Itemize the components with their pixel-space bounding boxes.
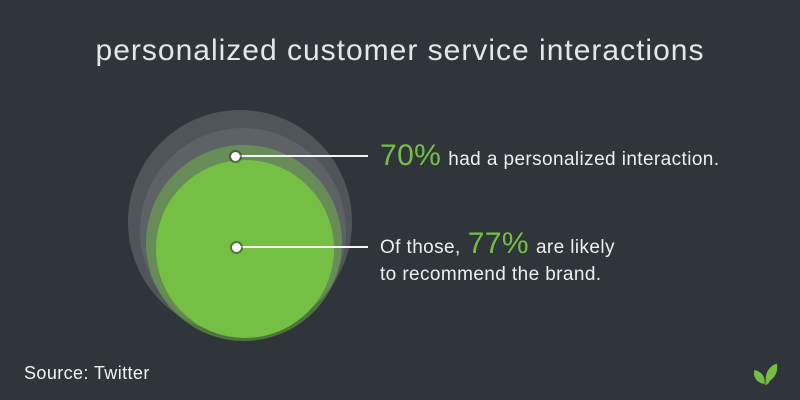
callout-dot-77 [232,243,241,252]
callout-70: 70% had a personalized interaction. [380,136,719,175]
callout-77-line1: Of those, 77% are likely [380,224,615,263]
sprout-logo-icon [754,363,778,386]
source-attribution: Source: Twitter [24,363,150,383]
callout-77-suffix: are likely [535,237,615,258]
callout-77-value: 77% [467,227,529,260]
callout-70-label: had a personalized interaction. [448,149,720,170]
callout-dot-70 [231,152,240,161]
callout-70-value: 70% [380,139,442,172]
callout-line-70 [240,155,368,157]
callout-77: Of those, 77% are likely to recommend the … [380,224,615,288]
segment-70-circle [156,160,334,338]
callout-77-prefix: Of those, [380,237,461,258]
callout-77-line2: to recommend the brand. [380,264,602,285]
page-title: personalized customer service interactio… [95,34,705,67]
callout-line-77 [241,246,368,248]
